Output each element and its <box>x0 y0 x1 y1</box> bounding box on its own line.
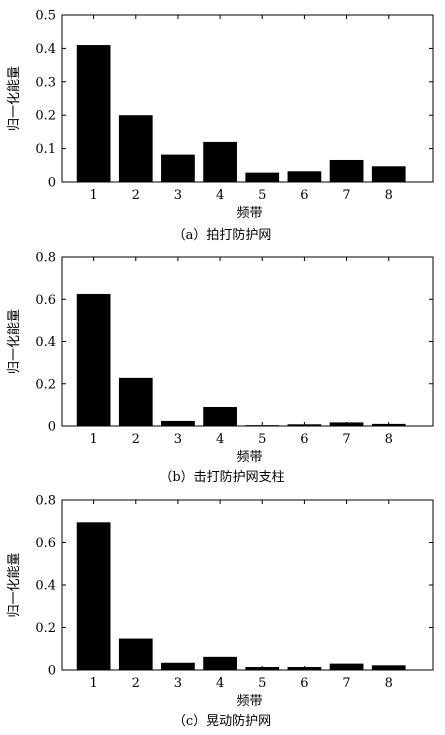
y-tick-label: 0.4 <box>35 579 56 594</box>
x-tick-label: 7 <box>342 432 350 447</box>
y-tick-label: 0.6 <box>35 536 56 551</box>
figure-caption: （c）晃动防护网 <box>173 713 271 729</box>
x-tick-label: 3 <box>174 188 182 203</box>
x-tick-label: 5 <box>258 676 266 691</box>
y-tick-label: 0.2 <box>35 377 56 392</box>
figure-caption: （a）拍打防护网 <box>173 227 272 243</box>
y-tick-label: 0.2 <box>35 109 56 124</box>
x-tick-label: 8 <box>385 676 393 691</box>
x-tick-label: 4 <box>216 432 224 447</box>
y-tick-label: 0 <box>48 664 56 679</box>
plot-frame <box>61 499 434 671</box>
x-tick-label: 1 <box>89 188 97 203</box>
x-tick-label: 2 <box>132 188 140 203</box>
bar-5 <box>245 172 280 182</box>
bar-6 <box>287 171 322 182</box>
bar-4 <box>203 406 237 426</box>
x-tick-label: 6 <box>300 676 308 691</box>
x-tick-label: 7 <box>342 188 350 203</box>
x-tick-label: 8 <box>385 432 393 447</box>
figure-caption: （b）击打防护网支柱 <box>159 469 284 485</box>
y-tick-label: 0.5 <box>35 9 56 24</box>
x-tick-label: 1 <box>89 676 97 691</box>
x-tick-label: 4 <box>216 676 224 691</box>
bar-1 <box>76 293 111 426</box>
x-tick-label: 3 <box>174 432 182 447</box>
y-axis-label: 归一化能量 <box>7 309 22 374</box>
y-tick-label: 0.4 <box>35 42 56 57</box>
x-tick-label: 7 <box>342 676 350 691</box>
x-tick-label: 2 <box>132 432 140 447</box>
y-axis-label: 归一化能量 <box>7 66 22 131</box>
chart-panel-1: 0 0.1 0.2 0.3 0.4 0.5 1 2 3 4 5 6 7 8 频带 归一化能量 （a）拍打防护网 <box>7 9 434 243</box>
bar-2 <box>118 377 153 426</box>
x-tick-label: 2 <box>132 676 140 691</box>
y-tick-label: 0.3 <box>35 75 56 90</box>
x-axis-label: 频带 <box>236 206 262 221</box>
y-tick-label: 0 <box>48 420 56 435</box>
y-tick-label: 0 <box>48 176 56 191</box>
x-tick-label: 6 <box>300 188 308 203</box>
y-tick-label: 0.1 <box>35 142 56 157</box>
bar-3 <box>161 154 195 182</box>
x-tick-label: 8 <box>385 188 393 203</box>
x-tick-label: 4 <box>216 188 224 203</box>
y-tick-label: 0.2 <box>35 621 56 636</box>
x-tick-label: 6 <box>300 432 308 447</box>
bar-1 <box>76 522 111 670</box>
bar-4 <box>203 656 237 670</box>
plot-frame <box>61 256 434 427</box>
y-tick-label: 0.4 <box>35 335 56 350</box>
bar-2 <box>118 115 153 182</box>
y-tick-label: 0.8 <box>35 251 56 266</box>
bar-8 <box>371 166 406 182</box>
x-axis-label: 频带 <box>236 694 262 709</box>
x-tick-label: 5 <box>258 188 266 203</box>
bar-4 <box>203 141 237 182</box>
bar-7 <box>329 159 364 182</box>
bar-1 <box>76 45 111 183</box>
x-tick-label: 5 <box>258 432 266 447</box>
y-tick-label: 0.6 <box>35 293 56 308</box>
x-tick-label: 3 <box>174 676 182 691</box>
chart-panel-3: 0 0.2 0.4 0.6 0.8 1 2 3 4 5 6 7 8 频带 归一化能量 （c）晃动防护网 <box>7 494 434 729</box>
chart-panel-2: 0 0.2 0.4 0.6 0.8 1 2 3 4 5 6 7 8 频带 归一化能量 （b）击打防护网支柱 <box>7 251 434 485</box>
bar-2 <box>118 638 153 670</box>
y-axis-label: 归一化能量 <box>7 552 22 617</box>
x-axis-label: 频带 <box>236 450 262 465</box>
plot-frame <box>61 14 434 183</box>
y-tick-label: 0.8 <box>35 494 56 509</box>
x-tick-label: 1 <box>89 432 97 447</box>
